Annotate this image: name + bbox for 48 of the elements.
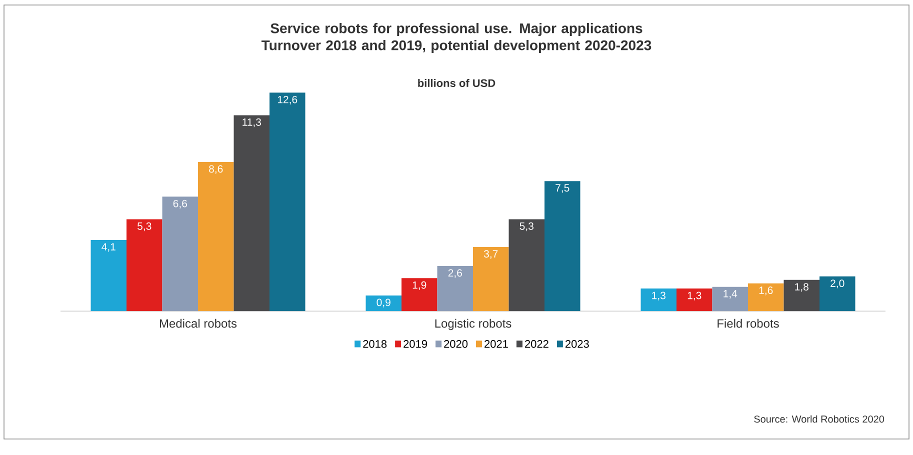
data-label: 3,7 bbox=[484, 250, 498, 259]
x-tick-label: Field robots bbox=[718, 318, 779, 328]
bar bbox=[270, 92, 306, 312]
data-label: 1,3 bbox=[652, 292, 666, 300]
bar bbox=[473, 246, 509, 312]
data-label: 8,6 bbox=[209, 165, 223, 174]
bar bbox=[90, 240, 127, 312]
data-label: 6,6 bbox=[173, 200, 187, 209]
bar bbox=[198, 162, 234, 312]
data-label: 1,6 bbox=[759, 286, 773, 296]
source-note: Source: World Robotics 2020 bbox=[754, 415, 884, 423]
legend-label: 2019 bbox=[404, 340, 428, 348]
data-label: 1,3 bbox=[688, 292, 702, 300]
bar bbox=[676, 288, 712, 312]
bar bbox=[544, 181, 580, 312]
legend-label: 2022 bbox=[525, 340, 548, 348]
x-tick-label: Logistic robots bbox=[435, 318, 512, 330]
data-label: 1,8 bbox=[795, 283, 808, 292]
bar bbox=[366, 295, 402, 312]
x-tick-label: Medical robots bbox=[160, 318, 237, 328]
bar bbox=[820, 276, 856, 312]
bar bbox=[640, 288, 676, 312]
data-label: 5,3 bbox=[138, 222, 152, 232]
data-label: 11,3 bbox=[242, 118, 262, 128]
chart-subtitle: billions of USD bbox=[418, 78, 496, 88]
bar bbox=[234, 115, 270, 312]
data-label: 4,1 bbox=[102, 243, 116, 252]
bar bbox=[402, 278, 438, 312]
bar bbox=[748, 283, 784, 312]
data-label: 1,9 bbox=[412, 281, 426, 290]
bar bbox=[126, 219, 162, 312]
data-label: 0,9 bbox=[376, 298, 390, 308]
bar bbox=[784, 280, 820, 312]
bar bbox=[712, 286, 748, 312]
data-label: 12,6 bbox=[278, 96, 298, 105]
data-label: 2,0 bbox=[830, 280, 844, 288]
legend-label: 2018 bbox=[363, 340, 387, 348]
data-label: 1,4 bbox=[724, 290, 738, 299]
bar bbox=[162, 196, 198, 312]
bar bbox=[508, 219, 545, 312]
legend-label: 2020 bbox=[444, 340, 468, 348]
bar bbox=[437, 266, 474, 312]
data-label: 2,6 bbox=[448, 269, 462, 278]
legend-label: 2021 bbox=[484, 340, 508, 348]
data-label: 5,3 bbox=[520, 222, 534, 232]
chart-title: Service robots for professional use. Major applications Turnover 2018 and 2019, potential development 2020-2023 bbox=[261, 22, 652, 54]
legend-label: 2023 bbox=[565, 340, 589, 348]
data-label: 7,5 bbox=[556, 184, 570, 193]
